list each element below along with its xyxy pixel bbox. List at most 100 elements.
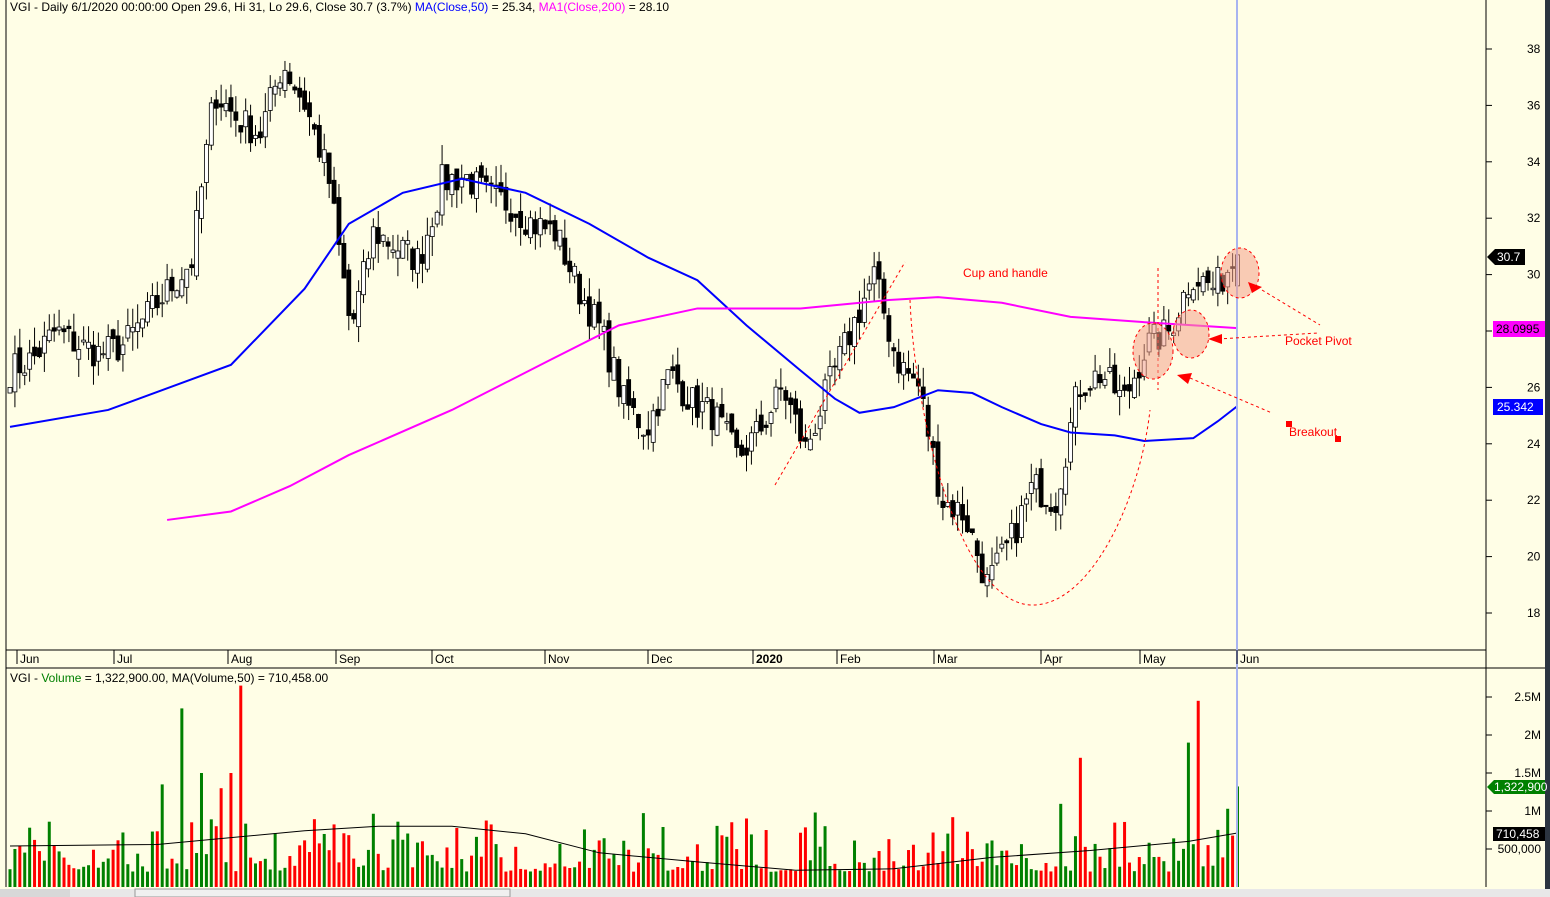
volume-bar — [450, 867, 454, 887]
volume-bar — [686, 856, 690, 887]
right-frame — [1545, 0, 1550, 897]
volume-bar — [548, 867, 552, 887]
volume-bar — [160, 784, 164, 887]
volume-bar — [484, 820, 488, 887]
volume-bar — [887, 839, 891, 887]
candle-body — [827, 366, 833, 377]
volume-bar — [131, 871, 135, 887]
volume-bar — [47, 821, 51, 887]
candle-body — [523, 229, 528, 235]
volume-bar — [342, 833, 346, 887]
volume-tick-label: 2M — [1524, 728, 1541, 742]
candle-body — [621, 385, 627, 404]
volume-bar — [1010, 863, 1014, 887]
volume-bar — [803, 827, 807, 887]
volume-bar — [357, 866, 361, 887]
volume-bar — [430, 854, 434, 887]
volume-bar — [823, 826, 827, 887]
y-tick-label: 18 — [1527, 606, 1541, 620]
candle-body — [567, 260, 573, 273]
volume-bar — [106, 858, 110, 887]
candle-body — [690, 387, 695, 408]
candle-body — [758, 414, 764, 432]
volume-bar — [740, 868, 744, 887]
volume-bar — [1152, 857, 1156, 887]
candle-body — [788, 397, 794, 406]
candle-body — [508, 213, 514, 222]
y-tick-label: 36 — [1527, 98, 1541, 112]
candle-body — [940, 500, 946, 508]
candle-body — [866, 283, 872, 291]
volume-bar — [857, 862, 861, 887]
candle-body — [474, 171, 479, 199]
volume-bar — [622, 840, 626, 887]
candle-body — [861, 297, 867, 323]
candle-body — [591, 304, 597, 328]
candle-body — [164, 279, 170, 302]
candle-body — [749, 432, 754, 452]
volume-layer — [8, 685, 1239, 887]
volume-bar — [165, 868, 169, 887]
volume-bar — [794, 871, 798, 887]
volume-bar — [597, 840, 601, 887]
volume-bar — [720, 835, 724, 887]
volume-bar — [455, 827, 459, 887]
volume-bar — [141, 866, 145, 887]
tab-scroll-buttons[interactable] — [0, 889, 70, 897]
volume-bar — [843, 871, 847, 887]
volume-bar — [661, 826, 665, 887]
candle-body — [189, 264, 195, 269]
month-label: Dec — [651, 652, 672, 666]
volume-bar — [57, 851, 61, 887]
volume-bar — [425, 855, 429, 887]
candle-body — [1102, 379, 1108, 386]
volume-bar — [872, 857, 876, 887]
volume-bar — [376, 853, 380, 887]
volume-bar — [646, 848, 650, 887]
volume-bar — [126, 864, 130, 887]
candle-body — [852, 317, 857, 347]
volume-bar — [735, 849, 739, 887]
volume-bar — [347, 835, 351, 887]
candle-body — [32, 346, 37, 357]
chart-title: VGI - Daily 6/1/2020 00:00:00 Open 29.6,… — [10, 0, 669, 14]
candle-body — [233, 111, 239, 121]
candle-body — [911, 373, 916, 379]
ma50-value: = 25.34, — [488, 0, 539, 14]
sheet-tabs-strip[interactable] — [134, 888, 511, 897]
candle-body — [1009, 522, 1015, 539]
candle-body — [51, 327, 57, 332]
candle-body — [557, 229, 563, 247]
volume-bar — [769, 871, 773, 887]
volume-bar — [553, 863, 557, 887]
candle-body — [1210, 287, 1216, 291]
candle-body — [297, 87, 303, 98]
volume-bar — [224, 862, 228, 887]
volume-bar — [362, 865, 366, 887]
volume-bar — [931, 832, 935, 887]
volume-bar — [818, 846, 822, 887]
volume-label: Volume — [41, 671, 82, 685]
volume-bar — [514, 846, 518, 887]
candle-body — [1107, 367, 1113, 373]
volume-bar — [1162, 861, 1166, 887]
volume-bar — [8, 869, 12, 887]
volume-bar — [636, 862, 640, 887]
candle-body — [366, 258, 371, 270]
volume-bar — [779, 870, 783, 887]
candle-body — [626, 379, 632, 406]
volume-bar — [916, 870, 920, 887]
volume-bar — [543, 863, 547, 887]
volume-bar — [936, 863, 940, 887]
volume-bar — [1064, 866, 1068, 887]
candle-body — [572, 265, 578, 277]
volume-bar — [799, 832, 803, 887]
volume-bar — [602, 838, 606, 887]
volume-bar — [1157, 856, 1161, 887]
volume-bar — [37, 851, 41, 887]
volume-bar — [764, 830, 768, 887]
candle-body — [1200, 276, 1206, 293]
volume-bar — [705, 862, 709, 887]
arrow-heads — [1177, 282, 1341, 442]
